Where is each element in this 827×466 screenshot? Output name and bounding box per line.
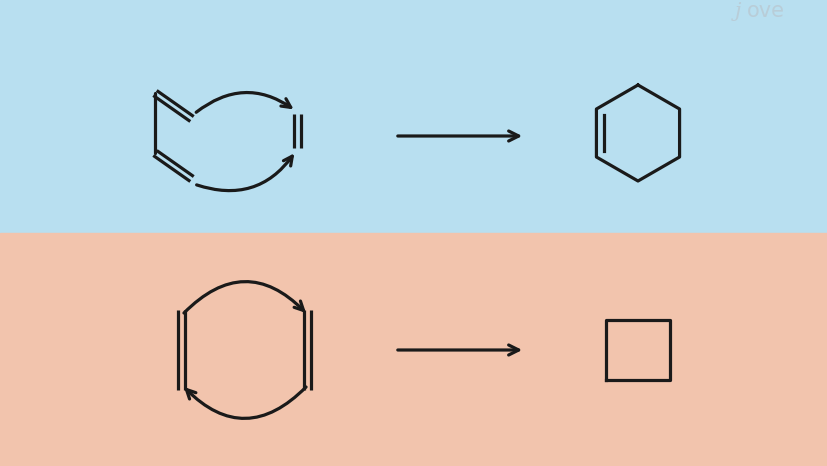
Bar [0, 0, 827, 233]
Text: j: j [734, 2, 741, 21]
Text: ove: ove [746, 1, 784, 21]
Bar [0, 233, 827, 466]
